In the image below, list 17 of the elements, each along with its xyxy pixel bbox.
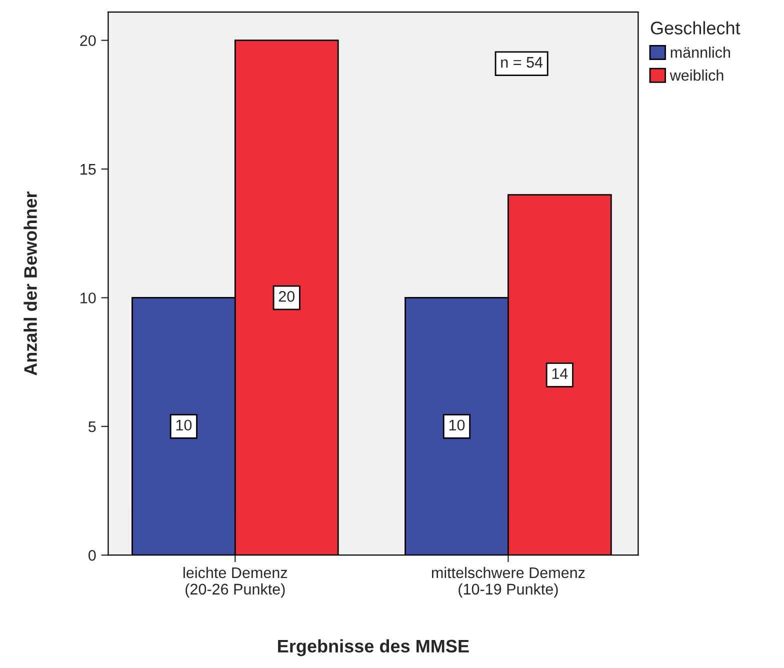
- legend-label: weiblich: [670, 70, 724, 81]
- x-tick-label: leichte Demenz (20-26 Punkte): [184, 566, 288, 598]
- y-axis-title: Anzahl der Bewohner: [24, 192, 37, 376]
- data-label: 20: [278, 291, 295, 302]
- x-axis-title: Ergebnisse des MMSE: [278, 639, 469, 656]
- y-tick-label: 10: [80, 292, 96, 304]
- y-tick-label: 20: [80, 35, 96, 46]
- annotation: n = 54: [501, 57, 543, 68]
- data-label: 10: [176, 420, 192, 431]
- legend-title: Geschlecht: [650, 21, 740, 34]
- data-label: 14: [552, 368, 568, 379]
- y-tick-label: 15: [80, 164, 96, 175]
- legend-label: männlich: [670, 46, 730, 58]
- x-tick-label: mittelschwere Demenz (10-19 Punkte): [432, 566, 585, 598]
- y-tick-label: 0: [88, 550, 96, 561]
- data-label: 10: [449, 420, 465, 431]
- y-tick-label: 5: [88, 421, 96, 432]
